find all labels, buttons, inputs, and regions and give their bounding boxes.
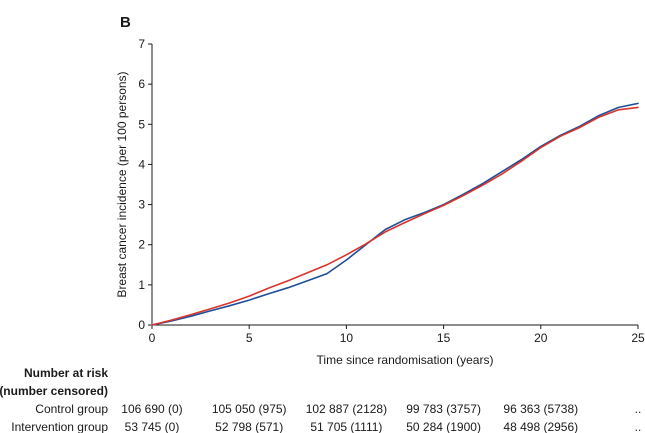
risk-cell: 48 498 (2956)	[503, 420, 578, 433]
y-tick-label: 0	[138, 318, 145, 332]
risk-cell: 51 705 (1111)	[310, 420, 382, 433]
y-tick-label: 2	[138, 238, 145, 252]
risk-cell: 53 745 (0)	[125, 420, 180, 433]
risk-cell: 102 887 (2128)	[306, 402, 387, 416]
risk-table-title: Number at risk	[24, 366, 108, 380]
y-tick-label: 3	[138, 198, 145, 212]
risk-table-subtitle: (number censored)	[0, 384, 108, 398]
risk-cell: ..	[635, 402, 642, 416]
x-tick-label: 5	[246, 331, 253, 345]
x-ticks: 0 5 10 15 20 25	[149, 325, 645, 345]
risk-cell: 96 363 (5738)	[503, 402, 578, 416]
risk-rows: Control group 106 690 (0) 105 050 (975) 102…	[11, 402, 641, 433]
risk-cell: 52 798 (571)	[215, 420, 283, 433]
risk-cell: ..	[635, 420, 642, 433]
y-tick-label: 1	[138, 278, 145, 292]
risk-cell: 105 050 (975)	[212, 402, 287, 416]
series-layer	[151, 102, 639, 326]
x-tick-label: 0	[149, 331, 156, 345]
risk-row-label: Intervention group	[11, 420, 108, 433]
y-tick-label: 4	[138, 157, 145, 171]
risk-row-label: Control group	[35, 402, 108, 416]
x-tick-label: 15	[437, 331, 451, 345]
y-ticks: 0 1 2 3 4 5 6 7	[138, 37, 152, 332]
risk-table: Number at risk (number censored) Control…	[0, 366, 641, 433]
axes: 0 1 2 3 4 5 6 7 0 5 10 15 20 25	[138, 37, 645, 345]
x-tick-label: 20	[534, 331, 548, 345]
x-tick-label: 10	[340, 331, 354, 345]
x-tick-label: 25	[631, 331, 645, 345]
series-line-0	[151, 102, 639, 326]
risk-cell: 106 690 (0)	[121, 402, 182, 416]
y-tick-label: 5	[138, 117, 145, 131]
panel-label: B	[120, 14, 131, 31]
y-tick-label: 7	[138, 37, 145, 51]
risk-cell: 99 783 (3757)	[406, 402, 481, 416]
y-axis-label: Breast cancer incidence (per 100 persons…	[115, 71, 129, 297]
x-axis-label: Time since randomisation (years)	[317, 353, 494, 367]
risk-cell: 50 284 (1900)	[406, 420, 481, 433]
series-line-1	[151, 106, 639, 326]
y-tick-label: 6	[138, 77, 145, 91]
